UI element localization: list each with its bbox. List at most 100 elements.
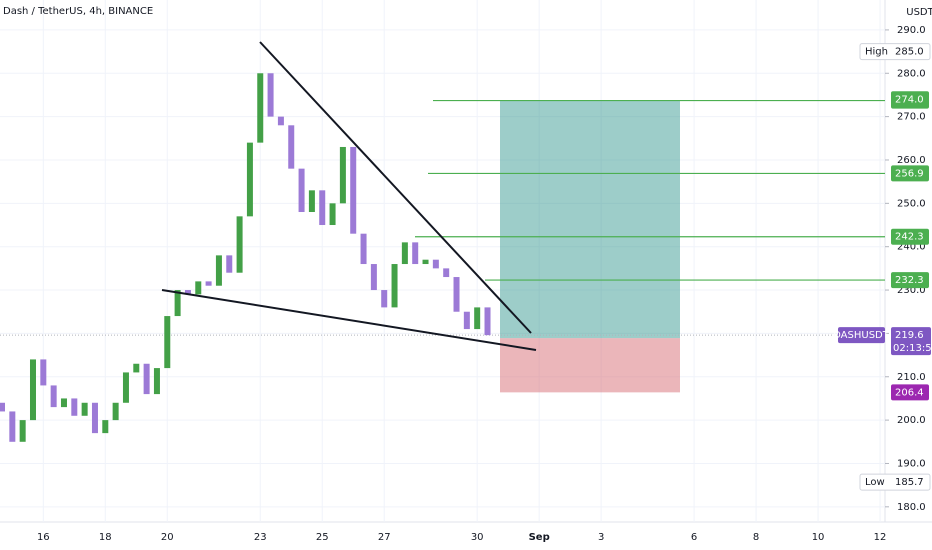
candle-body [339, 146, 346, 204]
low-label: 185.7 [895, 477, 924, 488]
symbol-tag [838, 327, 885, 344]
price-tag [891, 272, 929, 289]
currency-label: USDT [906, 7, 932, 18]
candle-body [9, 411, 16, 442]
x-tick-label: Sep [529, 532, 550, 543]
last-price-tag [891, 327, 931, 356]
candle-body [319, 190, 326, 226]
candle-body [184, 290, 191, 295]
price-tag-label: 206.4 [895, 387, 924, 398]
price-tag [891, 228, 929, 245]
candle-body [133, 363, 140, 373]
candle-body [288, 125, 295, 169]
profit-zone [500, 100, 680, 339]
candle-body [463, 311, 470, 330]
candle-body [246, 142, 253, 217]
candle-body [267, 73, 274, 117]
y-tick-label: 280.0 [897, 68, 926, 79]
candle-body [350, 146, 357, 234]
high-name: High [865, 47, 888, 58]
y-tick-label: 260.0 [897, 155, 926, 166]
price-tag-label: 242.3 [895, 232, 924, 243]
candle-body [443, 268, 450, 278]
candle-body [71, 398, 78, 416]
candle-body [391, 264, 398, 308]
target-levels [0, 99, 885, 336]
low-name: Low [865, 477, 885, 488]
x-tick-label: 18 [99, 532, 112, 543]
candle-body [81, 402, 88, 416]
x-tick-label: 23 [254, 532, 267, 543]
candle-body [422, 259, 429, 265]
x-tick-label: 16 [37, 532, 50, 543]
candle-body [50, 385, 57, 408]
countdown-label: 02:13:53 [893, 343, 932, 354]
x-tick-label: 3 [598, 532, 604, 543]
candle-body [308, 190, 315, 213]
price-tag-label: 232.3 [895, 275, 924, 286]
x-tick-label: 27 [378, 532, 391, 543]
x-tick-label: 6 [691, 532, 697, 543]
position-box [500, 100, 680, 393]
candle-body [484, 307, 491, 336]
candle-body [215, 255, 222, 286]
x-tick-label: 20 [161, 532, 174, 543]
loss-zone [500, 338, 680, 393]
candle-body [257, 73, 264, 143]
candle-body [19, 420, 26, 442]
candle-body [102, 420, 109, 434]
candle-body [91, 402, 98, 434]
candle-body [60, 398, 67, 408]
candle-body [329, 203, 336, 226]
price-tag-label: 274.0 [895, 94, 924, 105]
candle-body [381, 290, 388, 308]
price-tag [891, 384, 929, 401]
y-tick-label: 230.0 [897, 285, 926, 296]
candle-body [298, 168, 305, 213]
upper-trendline [259, 41, 532, 334]
candle-body [153, 368, 160, 395]
y-tick-label: 190.0 [897, 458, 926, 469]
candle-body [277, 116, 284, 126]
candle-body [453, 277, 460, 312]
candle-body [205, 281, 212, 286]
candle-body [112, 402, 119, 421]
candle-body [360, 233, 367, 265]
x-tick-label: 8 [753, 532, 759, 543]
y-tick-label: 270.0 [897, 112, 926, 123]
candle-body [474, 307, 481, 330]
last-price-label: 219.6 [895, 330, 924, 341]
candle-body [401, 242, 408, 265]
chart-title: Dash / TetherUS, 4h, BINANCE [3, 6, 153, 17]
low-tag [859, 473, 931, 491]
y-tick-label: 180.0 [897, 502, 926, 513]
price-tag [891, 91, 929, 108]
candle-body [40, 359, 47, 386]
price-tag-label: 256.9 [895, 168, 924, 179]
candle-body [195, 281, 202, 295]
high-tag [859, 43, 931, 61]
y-tick-label: 210.0 [897, 372, 926, 383]
candle-body [0, 402, 5, 412]
x-tick-label: 10 [812, 532, 825, 543]
candle-body [122, 372, 129, 403]
candle-body [143, 363, 150, 395]
y-tick-label: 250.0 [897, 198, 926, 209]
candle-body [226, 255, 233, 273]
candle-body [236, 216, 243, 273]
candle-body [432, 259, 439, 269]
y-tick-label: 200.0 [897, 415, 926, 426]
high-label: 285.0 [895, 47, 924, 58]
symbol-label: DASHUSDT [833, 330, 890, 341]
y-tick-label: 240.0 [897, 242, 926, 253]
candles [0, 73, 491, 442]
candle-body [164, 316, 171, 369]
x-tick-label: 12 [874, 532, 887, 543]
lower-trendline [161, 289, 537, 351]
axes: 180.0190.0200.0210.0220.0230.0240.0250.0… [37, 25, 932, 543]
y-tick-label: 290.0 [897, 25, 926, 36]
candle-body [412, 242, 419, 265]
x-tick-label: 30 [471, 532, 484, 543]
